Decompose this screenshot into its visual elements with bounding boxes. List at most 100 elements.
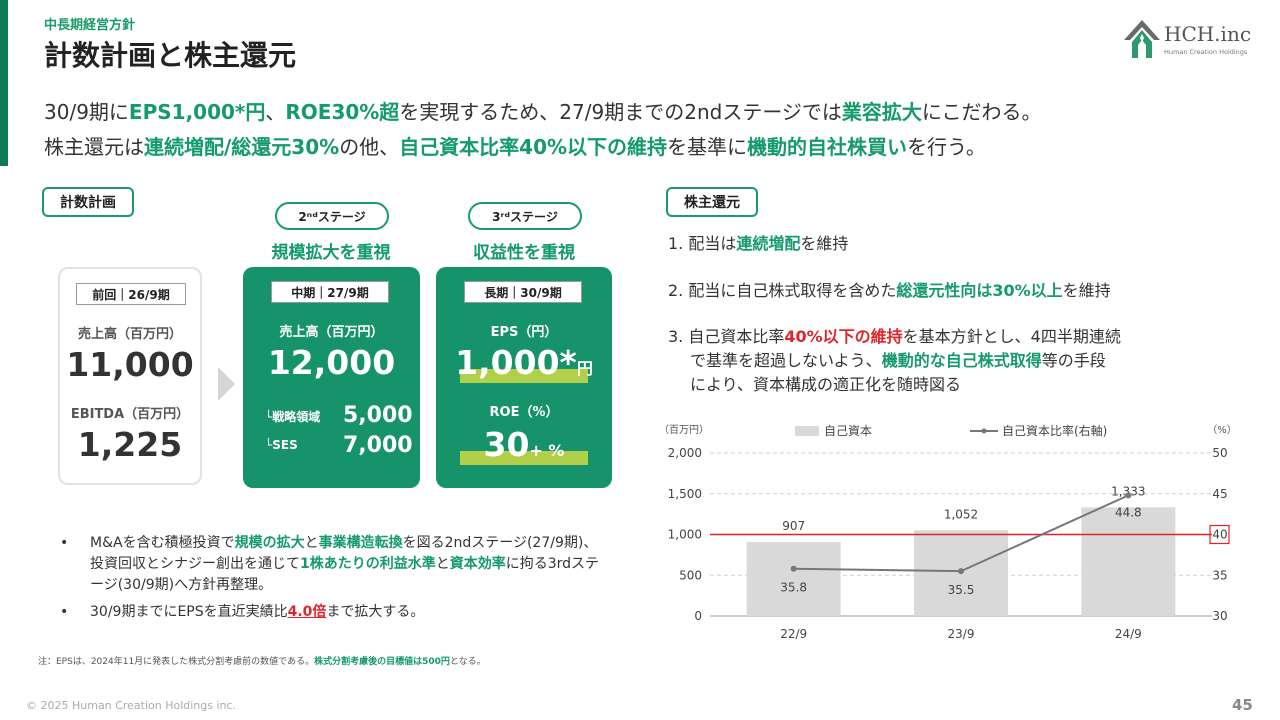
roe-unit: + % — [529, 441, 565, 460]
bullet-emphasis: 1株あたりの利益水準 — [300, 556, 436, 572]
bullet-text: 30/9期までにEPSを直近実績比 — [90, 604, 288, 620]
metric-value: 1,000*円 — [436, 343, 612, 382]
long-term-plan-card: 長期｜30/9期 EPS（円） 1,000*円 ROE（%） 30+ % — [436, 267, 612, 488]
lead-text: 30/9期に — [44, 100, 129, 124]
y-tick-label-right: 40 — [1212, 528, 1227, 542]
lead-emphasis: 自己資本比率40%以下の維持 — [399, 135, 668, 159]
accent-bar — [0, 0, 8, 166]
bar — [1081, 507, 1176, 616]
period-chip: 前回｜26/9期 — [76, 283, 186, 305]
previous-plan-card: 前回｜26/9期 売上高（百万円） 11,000 EBITDA（百万円） 1,2… — [58, 267, 202, 485]
metric-label: ROE（%） — [489, 405, 559, 420]
stage-3rd-pill: 3ʳᵈステージ — [468, 202, 582, 230]
stage-2nd-pill: 2ⁿᵈステージ — [275, 202, 389, 230]
roe-value: 30 — [483, 425, 530, 464]
company-logo: HCH.inc Human Creation Holdings — [1120, 18, 1260, 64]
plan-section-tag: 計数計画 — [42, 187, 134, 217]
legend-bar-swatch — [795, 426, 819, 436]
returns-text: を維持 — [800, 234, 849, 253]
y-tick-label-left: 1,500 — [668, 487, 702, 501]
y-axis-right-label: （%） — [1207, 424, 1237, 436]
breakdown-value: 7,000 — [343, 433, 413, 458]
bullet-emphasis: 4.0倍 — [287, 604, 327, 620]
ratio-value-label: 44.8 — [1115, 505, 1142, 519]
mid-term-plan-card: 中期｜27/9期 売上高（百万円） 12,000 └戦略領域 5,000 └SE… — [243, 267, 420, 488]
eps-value: 1,000* — [455, 343, 577, 382]
metric-label: 売上高（百万円） — [279, 325, 384, 340]
section-kicker: 中長期経営方針 — [44, 18, 136, 33]
lead-emphasis: 機動的自社株買い — [747, 135, 908, 159]
metric-label: EBITDA（百万円） — [70, 407, 190, 422]
legend-line-marker — [981, 428, 987, 434]
breakdown-label: └戦略領域 — [265, 410, 321, 424]
returns-text: 等の手段 — [1041, 351, 1106, 370]
bullet-text: と — [304, 535, 319, 551]
lead-text: 、 — [265, 100, 286, 124]
metric-label: EPS（円） — [490, 325, 558, 340]
lead-text: を行う。 — [907, 135, 986, 159]
y-tick-label-left: 1,000 — [668, 528, 702, 542]
returns-emphasis: 機動的な自己株式取得 — [881, 351, 1042, 370]
y-axis-left-label: （百万円） — [659, 424, 709, 436]
y-tick-label-right: 35 — [1212, 568, 1227, 582]
highlight-marker — [460, 369, 588, 383]
bullet-item: • M&Aを含む積極投資で規模の拡大と事業構造転換を図る2ndステージ(27/9期… — [60, 533, 600, 596]
ratio-point — [958, 568, 964, 575]
bullet-emphasis: 規模の拡大 — [234, 535, 305, 551]
logo-subtitle: Human Creation Holdings — [1164, 48, 1248, 56]
lead-text: の他、 — [339, 135, 400, 159]
bullet-text: と — [435, 556, 450, 572]
x-tick-label: 24/9 — [1115, 627, 1142, 641]
returns-item-3: 3. 自己資本比率40%以下の維持を基本方針とし、4四半期連続 で基準を超過しな… — [668, 325, 1238, 397]
bullet-list: • M&Aを含む積極投資で規模の拡大と事業構造転換を図る2ndステージ(27/9期… — [60, 533, 600, 629]
returns-text: 1. 配当は — [668, 234, 737, 253]
y-tick-label-left: 2,000 — [668, 446, 702, 460]
stage-2nd-heading: 規模拡大を重視 — [271, 243, 391, 263]
returns-text: を維持 — [1062, 281, 1111, 300]
bar-value-label: 1,052 — [944, 507, 978, 521]
highlight-marker — [460, 451, 588, 465]
metric-value: 1,225 — [77, 425, 183, 464]
bar-value-label: 1,333 — [1111, 484, 1145, 498]
breakdown-label: └SES — [265, 438, 298, 452]
metric-value: 11,000 — [66, 345, 194, 384]
lead-text: を実現するため、27/9期までの2ndステージでは — [399, 100, 842, 124]
logo-name: HCH.inc — [1164, 22, 1252, 46]
returns-text: 3. 自己資本比率 — [668, 327, 785, 346]
lead-emphasis: EPS1,000*円 — [128, 100, 266, 124]
metric-label: 売上高（百万円） — [77, 327, 182, 342]
stage-3rd-heading: 収益性を重視 — [473, 243, 575, 263]
page-title: 計数計画と株主還元 — [44, 39, 297, 72]
reference-label-box — [1209, 524, 1230, 545]
returns-text: を基本方針とし、4四半期連続 — [902, 327, 1121, 346]
ratio-point — [1125, 492, 1132, 499]
bullet-text: まで拡大する。 — [326, 604, 425, 620]
lead-text: 株主還元は — [44, 135, 144, 159]
returns-text: 2. 配当に自己株式取得を含めた — [668, 281, 897, 300]
metric-value: 30+ % — [436, 425, 612, 464]
y-tick-label-left: 500 — [679, 568, 702, 582]
y-tick-label-right: 45 — [1212, 487, 1227, 501]
returns-text: により、資本構成の適正化を随時図る — [690, 375, 962, 394]
footnote-emphasis: 株式分割考慮後の目標値は500円 — [314, 657, 450, 667]
period-chip: 長期｜30/9期 — [464, 281, 582, 303]
bullet-item: • 30/9期までにEPSを直近実績比4.0倍まで拡大する。 — [60, 602, 600, 623]
returns-emphasis: 40%以下の維持 — [784, 327, 903, 346]
lead-line-1: 30/9期にEPS1,000*円、ROE30%超を実現するため、27/9期までの… — [44, 96, 1042, 125]
equity-chart: （百万円） （%） 自己資本 自己資本比率(右軸) 0 500 1,000 1,500 2,00… — [659, 423, 1237, 641]
x-tick-label: 22/9 — [780, 627, 807, 641]
returns-emphasis: 連続増配 — [736, 234, 801, 253]
footnote-text: となる。 — [449, 657, 486, 667]
bar — [746, 542, 841, 616]
y-tick-label-right: 30 — [1212, 609, 1227, 623]
breakdown-value: 5,000 — [343, 403, 413, 428]
metric-value: 12,000 — [267, 343, 396, 382]
footnote: 注：EPSは、2024年11月に発表した株式分割考慮前の数値である。株式分割考慮… — [38, 654, 486, 667]
y-tick-label-left: 0 — [694, 609, 702, 623]
y-tick-label-right: 50 — [1212, 446, 1227, 460]
logo-mark-icon — [1124, 20, 1160, 58]
returns-item-1: 1. 配当は連続増配を維持 — [668, 232, 848, 256]
copyright: © 2025 Human Creation Holdings inc. — [26, 699, 237, 712]
bullet-text: に拘る3rdステージ(30/9期)へ方針再整理。 — [90, 556, 600, 593]
ratio-value-label: 35.8 — [780, 581, 807, 595]
